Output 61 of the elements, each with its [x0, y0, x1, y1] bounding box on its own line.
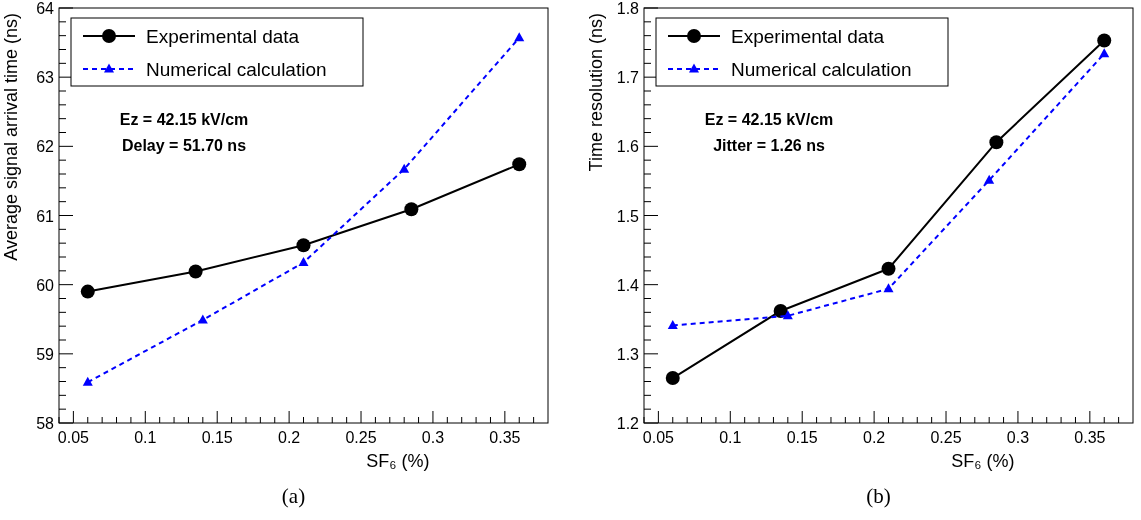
point: [514, 32, 525, 42]
point: [197, 314, 208, 324]
point: [399, 163, 410, 173]
x-tick-label: 0.25: [345, 429, 377, 446]
x-tick-label: 0.05: [642, 429, 675, 446]
point: [80, 284, 95, 299]
x-tick-label: 0.25: [930, 429, 962, 446]
point: [883, 283, 894, 293]
point: [881, 261, 896, 276]
x-tick-label: 0.35: [1074, 429, 1106, 446]
y-tick-label: 60: [36, 276, 55, 294]
y-tick-label: 59: [36, 345, 55, 363]
annotation: Delay = 51.70 ns: [121, 137, 247, 154]
legend-label: Numerical calculation: [146, 59, 327, 80]
x-tick-label: 0.15: [201, 429, 233, 446]
legend-label: Experimental data: [146, 26, 300, 47]
x-tick-label: 0.3: [1006, 429, 1030, 446]
point: [298, 257, 309, 267]
y-tick-label: 63: [36, 69, 55, 87]
y-tick-label: 1.4: [616, 276, 640, 294]
point: [667, 319, 678, 329]
x-tick-label: 0.1: [719, 429, 742, 446]
y-tick-label: 1.7: [616, 69, 640, 87]
point: [984, 174, 995, 184]
y-tick-label: 64: [36, 0, 55, 17]
y-tick-label: 61: [36, 207, 55, 225]
x-tick-label: 0.3: [421, 429, 445, 446]
point: [1097, 33, 1112, 48]
x-tick-label: 0.2: [862, 429, 886, 446]
point: [665, 371, 680, 386]
x-tick-label: 0.2: [277, 429, 301, 446]
point: [782, 310, 793, 320]
y-tick-label: 1.6: [616, 138, 640, 156]
y-tick-label: 1.5: [616, 207, 640, 225]
point: [296, 238, 311, 253]
point: [188, 264, 203, 279]
point: [404, 202, 419, 217]
point: [512, 157, 527, 172]
y-tick-label: 1.2: [616, 415, 640, 432]
y-axis-title: Average signal arrival time (ns): [1, 13, 21, 261]
legend-label: Numerical calculation: [731, 59, 912, 80]
text: (a): [281, 484, 306, 508]
y-tick-label: 62: [36, 138, 55, 156]
y-tick-label: 58: [36, 415, 55, 432]
x-tick-label: 0.35: [489, 429, 521, 446]
y-axis-title: Time resolution (ns): [586, 13, 606, 172]
x-tick-label: 0.05: [57, 429, 90, 446]
legend-label: Experimental data: [731, 26, 885, 47]
annotation: Ez = 42.15 kV/cm: [119, 111, 249, 128]
annotation: Jitter = 1.26 ns: [713, 137, 825, 154]
y-tick-label: 1.8: [616, 0, 640, 17]
x-axis-title: SF₆ (%): [951, 451, 1015, 471]
point: [82, 376, 93, 386]
x-axis-title: SF₆ (%): [366, 451, 430, 471]
point: [1099, 48, 1110, 58]
text: (b): [866, 484, 891, 508]
y-tick-label: 1.3: [616, 345, 640, 363]
x-tick-label: 0.15: [786, 429, 818, 446]
point: [989, 135, 1004, 150]
annotation: Ez = 42.15 kV/cm: [704, 111, 834, 128]
x-tick-label: 0.1: [134, 429, 157, 446]
